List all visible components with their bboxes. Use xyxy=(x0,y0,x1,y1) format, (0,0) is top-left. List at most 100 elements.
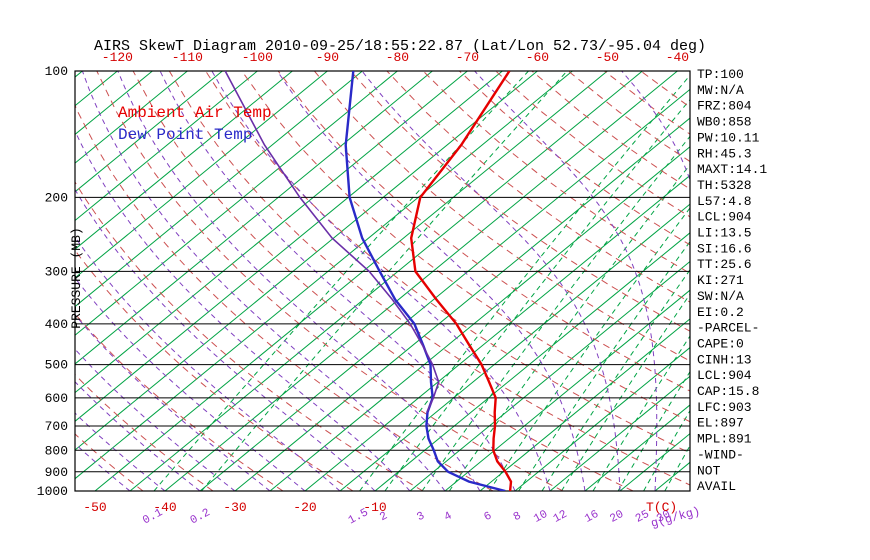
stat-line: LCL:904 xyxy=(697,210,752,225)
top-temp-tick-label: -60 xyxy=(526,50,549,65)
moist-adiabat-line xyxy=(75,443,131,491)
mixing-ratio-line xyxy=(518,240,690,491)
dry-adiabat-line xyxy=(75,181,424,491)
top-temp-tick-label: -70 xyxy=(456,50,479,65)
pressure-tick-label: 1000 xyxy=(37,484,68,499)
moist-adiabat-line xyxy=(75,314,271,491)
mixing-ratio-line xyxy=(664,444,690,491)
stat-line: MAXT:14.1 xyxy=(697,162,767,177)
isotherm-line xyxy=(374,232,690,491)
bottom-temp-tick-label: -30 xyxy=(223,500,246,515)
dry-adiabat-line xyxy=(168,71,690,486)
dry-adiabat-line xyxy=(75,103,494,491)
stat-line: NOT xyxy=(697,463,721,478)
pressure-tick-label: 600 xyxy=(45,391,68,406)
bottom-temp-tick-label: -50 xyxy=(83,500,106,515)
mixing-ratio-line xyxy=(421,135,690,491)
isotherm-line xyxy=(304,174,690,491)
plot-frame xyxy=(74,70,691,492)
mixing-ratio-line xyxy=(488,207,690,491)
moist-adiabat-line xyxy=(75,412,166,491)
mixing-ratio-line xyxy=(153,71,529,491)
isotherm-line xyxy=(339,203,690,491)
moist-adiabat-line xyxy=(276,71,586,491)
isotherm-line xyxy=(234,117,690,491)
mixing-ratio-tick-label: 0.2 xyxy=(188,506,212,527)
mixing-ratio-tick-label: 20 xyxy=(608,508,626,526)
isotherm-line xyxy=(75,71,363,308)
stat-line: SW:N/A xyxy=(697,289,744,304)
mixing-ratio-tick-label: 2 xyxy=(378,509,390,524)
pressure-tick-label: 700 xyxy=(45,419,68,434)
stat-line: MPL:891 xyxy=(697,432,752,447)
stat-line: KI:271 xyxy=(697,273,744,288)
dry-adiabat-line xyxy=(96,71,564,491)
mixing-ratio-tick-label: 6 xyxy=(482,509,494,524)
dry-adiabat-line xyxy=(277,71,690,392)
moist-adiabat-grid xyxy=(75,71,690,491)
top-temp-tick-label: -80 xyxy=(386,50,409,65)
stat-line: CAP:15.8 xyxy=(697,384,759,399)
dry-adiabat-line xyxy=(386,71,690,303)
stat-line: EI:0.2 xyxy=(697,305,744,320)
pressure-axis-label: PRESSURE (MB) xyxy=(69,227,84,328)
dry-adiabat-line xyxy=(459,71,690,246)
isotherm-line xyxy=(0,71,47,491)
pressure-tick-label: 400 xyxy=(45,317,68,332)
chart-title: AIRS SkewT Diagram 2010-09-25/18:55:22.8… xyxy=(94,38,706,55)
isotherm-line xyxy=(75,71,573,480)
isotherm-line xyxy=(75,71,398,336)
isotherm-line xyxy=(75,71,258,222)
bottom-temp-tick-label: -20 xyxy=(293,500,316,515)
mixing-ratio-line xyxy=(201,71,568,491)
top-temp-tick-label: -100 xyxy=(242,50,273,65)
pressure-tick-label: 800 xyxy=(45,443,68,458)
mixing-ratio-line xyxy=(384,98,690,491)
isotherm-line xyxy=(584,404,690,491)
stat-line: AVAIL xyxy=(697,479,736,494)
mixing-ratio-tick-label: 4 xyxy=(442,509,454,524)
mixing-ratio-tick-labels: 0.1 0.2 1.5 2 3 4 6 8 10 12 16 20 25 30 xyxy=(141,506,673,527)
bottom-temp-tick-labels: -50 -40 -30 -20 -10 xyxy=(83,500,386,515)
profile-dew-point-temp xyxy=(344,71,506,491)
stat-line: TT:25.6 xyxy=(697,257,752,272)
top-temp-tick-label: -40 xyxy=(666,50,689,65)
stat-line: LI:13.5 xyxy=(697,226,752,241)
pressure-line-grid xyxy=(74,70,691,492)
moist-adiabat-line xyxy=(361,71,621,491)
top-temp-tick-label: -110 xyxy=(172,50,203,65)
pressure-tick-label: 100 xyxy=(45,64,68,79)
top-temp-tick-label: -120 xyxy=(102,50,133,65)
stat-line: CAPE:0 xyxy=(697,336,744,351)
isotherm-grid xyxy=(0,71,690,491)
moist-adiabat-line xyxy=(75,236,341,491)
stats-panel: TP:100MW:N/AFRZ:804WB0:858PW:10.11RH:45.… xyxy=(697,67,767,494)
pressure-tick-label: 900 xyxy=(45,465,68,480)
moist-adiabat-line xyxy=(117,71,481,491)
mixing-ratio-line xyxy=(592,335,690,491)
moist-adiabat-line xyxy=(621,71,690,491)
stat-line: TH:5328 xyxy=(697,178,752,193)
mixing-ratio-tick-label: 3 xyxy=(415,509,427,524)
isotherm-line xyxy=(444,289,690,491)
bottom-temp-tick-label: -40 xyxy=(153,500,176,515)
sounding-profiles xyxy=(224,71,513,491)
isotherm-line xyxy=(514,346,690,491)
mixing-ratio-tick-label: 8 xyxy=(511,509,523,524)
pressure-tick-label: 500 xyxy=(45,358,68,373)
stat-line: LCL:904 xyxy=(697,368,752,383)
mixing-ratio-tick-label: 25 xyxy=(633,508,651,526)
moist-adiabat-line xyxy=(75,277,306,491)
profile-parcel-curve xyxy=(224,71,440,413)
stat-line: L57:4.8 xyxy=(697,194,752,209)
mixing-ratio-line xyxy=(617,370,690,491)
stat-line: TP:100 xyxy=(697,67,744,82)
legend-dew-point-temp: Dew Point Temp xyxy=(118,126,252,144)
stat-line: -WIND- xyxy=(697,447,744,462)
mixing-ratio-tick-label: 30 xyxy=(655,508,673,526)
moist-adiabat-line xyxy=(75,188,376,491)
stat-line: CINH:13 xyxy=(697,352,752,367)
stat-line: -PARCEL- xyxy=(697,321,759,336)
stat-line: PW:10.11 xyxy=(697,130,760,145)
